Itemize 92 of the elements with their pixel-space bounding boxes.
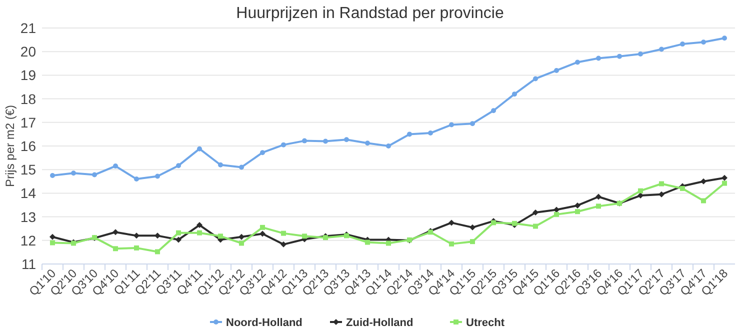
point	[449, 122, 454, 128]
point	[71, 170, 76, 176]
point	[134, 232, 140, 239]
point	[238, 234, 244, 240]
point	[533, 76, 538, 82]
point	[617, 54, 622, 59]
point	[197, 230, 202, 236]
point	[554, 212, 559, 217]
point	[155, 249, 160, 254]
legend-label: Utrecht	[466, 317, 505, 329]
point	[449, 241, 454, 246]
point	[659, 181, 664, 186]
point	[280, 241, 286, 248]
point	[638, 188, 643, 194]
point	[658, 191, 664, 198]
y-tick-label: 15	[20, 162, 36, 178]
point	[386, 240, 391, 246]
point	[365, 240, 370, 245]
point	[470, 224, 476, 230]
point	[112, 229, 118, 236]
y-tick-label: 11	[21, 256, 36, 272]
legend-label: Zuid-Holland	[346, 317, 414, 329]
point	[50, 240, 55, 246]
point	[50, 173, 55, 178]
point	[50, 234, 56, 240]
point	[134, 176, 139, 182]
point	[574, 202, 580, 208]
y-tick-label: 20	[20, 44, 36, 60]
point	[701, 40, 706, 45]
point	[281, 142, 286, 148]
point	[386, 144, 391, 148]
point	[470, 121, 475, 126]
y-tick-label: 14	[20, 185, 36, 202]
point	[365, 140, 370, 146]
point	[722, 36, 727, 41]
point	[701, 198, 706, 204]
y-tick-label: 13	[20, 208, 36, 225]
point	[596, 204, 601, 209]
point	[302, 234, 307, 239]
point	[197, 146, 202, 152]
point	[113, 164, 118, 169]
point	[512, 92, 517, 97]
point	[680, 186, 685, 191]
point	[218, 162, 223, 168]
y-tick-label: 12	[20, 232, 36, 248]
point	[260, 224, 265, 230]
point	[448, 220, 454, 226]
point	[113, 246, 118, 252]
point	[281, 230, 286, 236]
point	[176, 230, 181, 236]
point	[134, 245, 139, 250]
point	[700, 178, 706, 184]
point	[176, 236, 182, 243]
point	[323, 138, 328, 144]
y-tick-label: 19	[20, 67, 36, 84]
point	[554, 68, 559, 73]
point	[196, 222, 202, 228]
point	[659, 46, 664, 52]
point	[532, 210, 538, 216]
point	[680, 42, 685, 47]
y-tick-label: 21	[20, 20, 36, 36]
point	[533, 224, 538, 229]
point	[218, 234, 223, 239]
point	[260, 230, 266, 237]
point	[176, 163, 181, 168]
point	[155, 174, 160, 179]
point	[575, 209, 580, 214]
point	[596, 56, 601, 61]
y-tick-label: 17	[20, 114, 36, 130]
point	[154, 232, 160, 239]
y-axis-title: Prijs per m2 (€)	[3, 104, 17, 188]
point	[92, 172, 97, 178]
point	[575, 60, 580, 65]
legend-label: Noord-Holland	[226, 317, 302, 329]
point	[239, 240, 244, 246]
point	[260, 150, 265, 156]
point	[491, 108, 496, 114]
point	[722, 174, 728, 181]
point	[512, 220, 517, 226]
point	[428, 130, 433, 136]
chart-title: Huurprijzen in Randstad per provincie	[236, 5, 504, 22]
point	[722, 180, 727, 186]
y-tick-label: 18	[20, 90, 36, 107]
point	[407, 132, 412, 137]
point	[638, 51, 643, 56]
point	[302, 138, 307, 144]
point	[239, 164, 244, 170]
y-tick-label: 16	[20, 138, 36, 154]
point	[470, 239, 475, 244]
point	[344, 137, 349, 142]
point	[596, 194, 602, 200]
point	[638, 192, 644, 199]
